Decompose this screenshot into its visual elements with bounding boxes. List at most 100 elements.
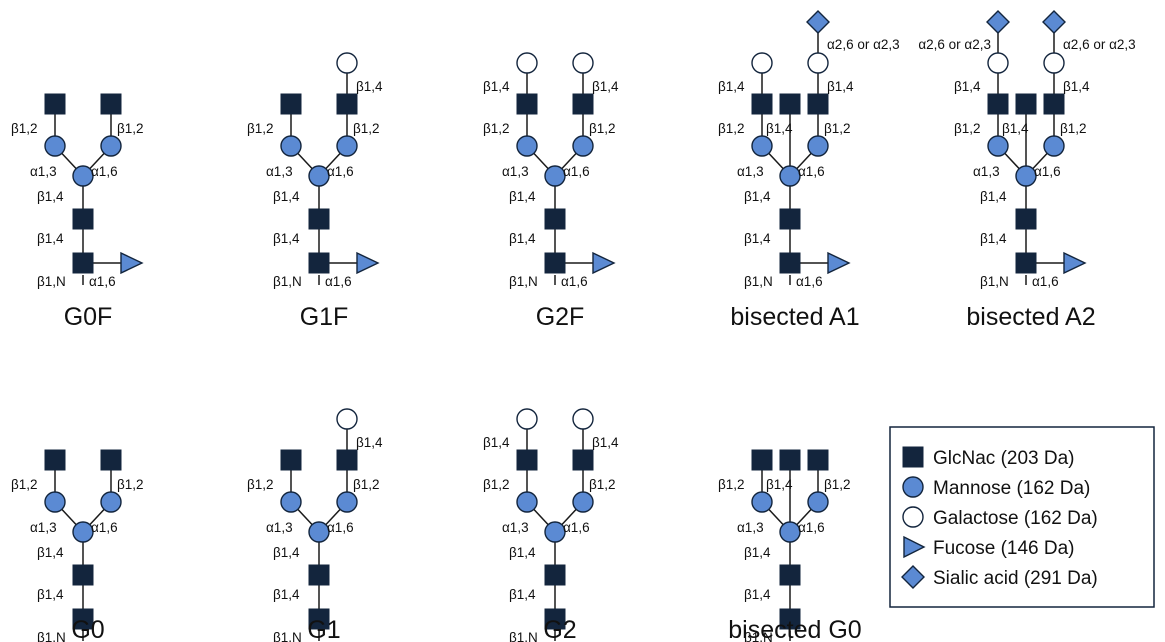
glcnac-square-icon — [779, 564, 801, 586]
legend-item: GlcNac (203 Da) — [902, 446, 1075, 469]
legend-item: Mannose (162 Da) — [902, 476, 1090, 499]
glycan-name: G2 — [543, 616, 576, 642]
mannose-circle-icon — [987, 135, 1009, 157]
glycan-g2: β1,N β1,4 β1,4 α1,3 α1,6 β1,2 β1,2 β1,4 β1,4 G2 — [483, 408, 619, 642]
mannose-circle-icon — [1043, 135, 1065, 157]
glcnac-square-icon — [72, 608, 94, 630]
mannose-circle-icon — [308, 521, 330, 543]
glcnac-square-icon — [779, 608, 801, 630]
glcnac-square-icon — [308, 252, 330, 274]
linkage-label: α2,6 or α2,3 — [1063, 37, 1136, 52]
glycan-name: G1 — [307, 616, 340, 642]
glycan-g1f: β1,N α1,6 β1,4 β1,4 α1,3 α1,6 β1,2 β1,2 β1,4 G1F — [247, 52, 383, 331]
glycan-name: bisected A2 — [966, 303, 1095, 331]
glycan-g1: β1,N β1,4 β1,4 α1,3 α1,6 β1,2 β1,2 β1,4 G1 — [247, 408, 383, 642]
linkage-label: α1,6 — [796, 274, 823, 289]
glcnac-square-icon — [100, 449, 122, 471]
mannose-circle-icon — [807, 135, 829, 157]
glycan-g0: β1,N β1,4 β1,4 α1,3 α1,6 β1,2 β1,2 G0 — [11, 449, 144, 642]
legend-label: Fucose (146 Da) — [933, 538, 1075, 559]
glcnac-square-icon — [1043, 93, 1065, 115]
linkage-label: α1,6 — [563, 520, 590, 535]
linkage-label: β1,4 — [744, 545, 771, 560]
galactose-circle-icon — [336, 52, 358, 74]
linkage-label: α1,6 — [1034, 164, 1061, 179]
linkage-label: α1,3 — [266, 520, 293, 535]
linkage-label: α1,6 — [561, 274, 588, 289]
legend: GlcNac (203 Da) Mannose (162 Da) Galactose… — [889, 426, 1155, 608]
linkage-label: β1,4 — [37, 231, 64, 246]
mannose-circle-icon — [72, 165, 94, 187]
mannose-circle-icon — [516, 491, 538, 513]
linkage-label: β1,4 — [766, 477, 793, 492]
glcnac-square-icon — [987, 93, 1009, 115]
linkage-label: β1,4 — [356, 435, 383, 450]
mannose-circle-icon — [1015, 165, 1037, 187]
mannose-circle-icon — [751, 135, 773, 157]
linkage-label: β1,2 — [718, 477, 745, 492]
glcnac-square-icon — [544, 208, 566, 230]
glcnac-square-icon — [280, 449, 302, 471]
glycan-name: G0F — [64, 303, 113, 331]
linkage-label: β1,N — [37, 630, 66, 642]
glcnac-square-icon — [751, 449, 773, 471]
glcnac-square-icon — [1015, 93, 1037, 115]
mannose-circle-icon — [516, 135, 538, 157]
glcnac-square-icon — [72, 208, 94, 230]
linkage-label: β1,2 — [824, 121, 851, 136]
mannose-circle-icon — [44, 491, 66, 513]
glycan-name: G2F — [536, 303, 585, 331]
galactose-circle-icon — [516, 408, 538, 430]
linkage-label: β1,4 — [509, 231, 536, 246]
linkage-label: β1,4 — [483, 435, 510, 450]
linkage-label: β1,4 — [37, 587, 64, 602]
linkage-label: β1,4 — [273, 587, 300, 602]
glycan-name: G0 — [71, 616, 104, 642]
linkage-label: β1,4 — [592, 79, 619, 94]
legend-item: Sialic acid (291 Da) — [901, 565, 1098, 589]
mannose-circle-icon — [807, 491, 829, 513]
fucose-triangle-icon — [592, 251, 616, 275]
fucose-triangle-icon — [356, 251, 380, 275]
galactose-circle-icon — [572, 408, 594, 430]
galactose-circle-icon — [987, 52, 1009, 74]
linkage-label: β1,4 — [356, 79, 383, 94]
linkage-label: α1,3 — [502, 520, 529, 535]
linkage-label: β1,N — [509, 630, 538, 642]
linkage-label: β1,4 — [744, 587, 771, 602]
linkage-label: β1,4 — [744, 231, 771, 246]
galactose-circle-icon — [902, 506, 924, 528]
galactose-circle-icon — [1043, 52, 1065, 74]
linkage-label: β1,N — [980, 274, 1009, 289]
linkage-label: β1,2 — [1060, 121, 1087, 136]
linkage-label: α1,3 — [266, 164, 293, 179]
glcnac-square-icon — [544, 608, 566, 630]
linkage-label: β1,4 — [718, 79, 745, 94]
linkage-label: β1,2 — [117, 477, 144, 492]
linkage-label: β1,4 — [273, 189, 300, 204]
mannose-circle-icon — [572, 135, 594, 157]
linkage-label: β1,4 — [483, 79, 510, 94]
linkage-label: α1,6 — [327, 520, 354, 535]
linkage-label: β1,2 — [954, 121, 981, 136]
linkage-label: α2,6 or α2,3 — [918, 37, 991, 52]
linkage-label: β1,4 — [592, 435, 619, 450]
glcnac-square-icon — [516, 93, 538, 115]
linkage-label: α1,6 — [1032, 274, 1059, 289]
linkage-label: β1,4 — [980, 231, 1007, 246]
fucose-triangle-icon — [827, 251, 851, 275]
mannose-circle-icon — [280, 491, 302, 513]
glcnac-square-icon — [100, 93, 122, 115]
linkage-label: α1,3 — [30, 164, 57, 179]
galactose-circle-icon — [572, 52, 594, 74]
legend-label: Sialic acid (291 Da) — [933, 568, 1098, 589]
glcnac-square-icon — [72, 252, 94, 274]
linkage-label: β1,2 — [589, 477, 616, 492]
glcnac-square-icon — [44, 93, 66, 115]
glcnac-square-icon — [807, 93, 829, 115]
galactose-circle-icon — [516, 52, 538, 74]
fucose-triangle-icon — [1063, 251, 1087, 275]
glcnac-square-icon — [280, 93, 302, 115]
glycan-g0f: β1,N α1,6 β1,4 β1,4 α1,3 α1,6 β1,2 β1,2 G0F — [11, 93, 144, 331]
mannose-circle-icon — [544, 521, 566, 543]
